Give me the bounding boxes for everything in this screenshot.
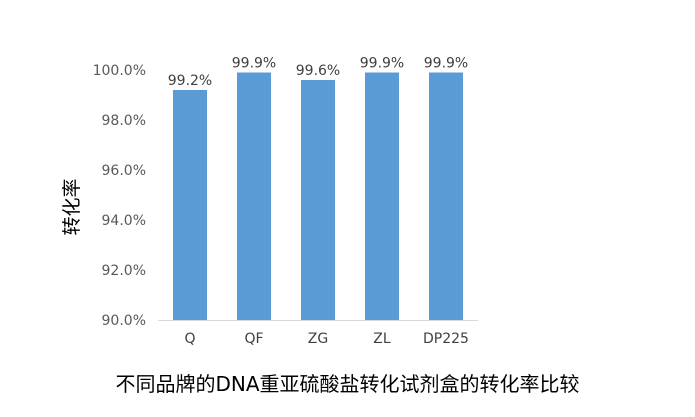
x-category-label: Q [184,331,195,347]
y-axis-ticks: 90.0% 92.0% 94.0% 96.0% 98.0% 100.0% [93,63,146,329]
data-label: 99.9% [360,56,404,72]
bar [429,72,463,320]
bars [173,72,463,320]
data-label: 99.9% [232,56,276,72]
data-labels: 99.2% 99.9% 99.6% 99.9% 99.9% [168,56,468,90]
x-category-label: QF [244,331,263,347]
y-tick-label: 100.0% [93,63,146,79]
data-label: 99.9% [424,56,468,72]
x-category-label: DP225 [423,331,469,347]
bar [237,72,271,320]
x-category-label: ZG [308,331,328,347]
y-tick-label: 96.0% [102,163,146,179]
bar [173,90,207,320]
data-label: 99.6% [296,63,340,79]
y-tick-label: 92.0% [102,263,146,279]
y-tick-label: 90.0% [102,313,146,329]
y-axis-label: 转化率 [61,178,83,235]
y-tick-label: 94.0% [102,213,146,229]
data-label: 99.2% [168,73,212,89]
bar [365,72,399,320]
figure-caption: 不同品牌的DNA重亚硫酸盐转化试剂盒的转化率比较 [115,372,580,396]
bar-chart: 90.0%92.0%94.0%96.0%98.0%100.0% 99.2%99.… [61,56,478,347]
bar [301,80,335,320]
x-axis-categories: Q QF ZG ZL DP225 [184,331,468,347]
y-tick-label: 98.0% [102,113,146,129]
x-category-label: ZL [373,331,391,347]
